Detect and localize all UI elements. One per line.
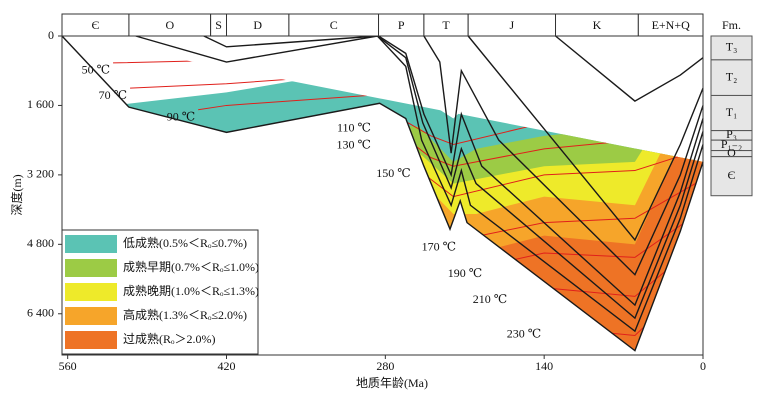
y-tick-label: 4 800 (27, 236, 54, 250)
period-label: P (398, 18, 405, 32)
isotherm-label: 190 ℃ (448, 266, 482, 280)
formation-label: P₃ (726, 127, 737, 141)
legend-swatch (65, 307, 117, 325)
isotherm-label: 210 ℃ (473, 292, 507, 306)
burial-line (378, 35, 704, 307)
formation-label: T₁ (726, 105, 738, 119)
formation-label: Є (728, 168, 736, 182)
y-tick-label: 1 600 (27, 97, 54, 111)
x-tick-label: 140 (535, 359, 553, 373)
period-label: S (215, 18, 222, 32)
formation-cell (710, 156, 753, 197)
x-tick-label: 0 (700, 359, 706, 373)
isotherm-label: 110 ℃ (337, 120, 371, 134)
y-tick-label: 0 (48, 28, 54, 42)
legend-swatch (65, 331, 117, 349)
burial-line (423, 35, 704, 276)
burial-line (203, 35, 704, 320)
x-tick-label: 280 (376, 359, 394, 373)
legend-swatch (65, 283, 117, 301)
formation-label: T₂ (726, 69, 738, 83)
isotherm-label: 50 ℃ (82, 63, 110, 77)
period-label: E+N+Q (652, 18, 691, 32)
legend-label: 高成熟(1.3%＜Rₒ≤2.0%) (123, 307, 247, 322)
period-label: Є (92, 18, 100, 32)
period-label: K (593, 18, 602, 32)
formation-label: T₃ (726, 40, 738, 54)
isotherm-label: 90 ℃ (167, 110, 195, 124)
isotherm-label: 230 ℃ (507, 327, 541, 341)
burial-line (467, 35, 704, 242)
isotherm-label: 170 ℃ (422, 240, 456, 254)
formation-cell (710, 59, 753, 96)
y-axis-title: 深度(m) (9, 174, 24, 215)
x-tick-label: 420 (218, 359, 236, 373)
period-label: O (165, 18, 174, 32)
legend-label: 低成熟(0.5%＜Rₒ≤0.7%) (123, 235, 247, 250)
period-cell (637, 13, 704, 37)
burial-line (135, 35, 704, 333)
y-tick-label: 3 200 (27, 167, 54, 181)
x-tick-label: 560 (59, 359, 77, 373)
period-label: J (509, 18, 514, 32)
period-label: T (442, 18, 450, 32)
burial-line (61, 35, 704, 352)
x-axis-title: 地质年龄(Ma) (356, 376, 428, 390)
isotherm-label: 150 ℃ (376, 166, 410, 180)
formation-label: O (727, 145, 736, 159)
isotherm-label: 130 ℃ (337, 138, 371, 152)
legend-swatch (65, 235, 117, 253)
formation-label: P₁₋₂ (721, 137, 742, 151)
formation-cell (710, 94, 753, 132)
formation-title: Fm. (722, 18, 741, 32)
period-label: C (330, 18, 338, 32)
period-label: D (253, 18, 262, 32)
burial-line (555, 35, 704, 102)
legend-label: 成熟晚期(1.0%＜Rₒ≤1.3%) (123, 283, 259, 298)
y-tick-label: 6 400 (27, 306, 54, 320)
legend-label: 过成熟(Rₒ＞2.0%) (123, 331, 215, 346)
isotherm (130, 61, 703, 89)
legend-label: 成熟早期(0.7%＜Rₒ≤1.0%) (123, 259, 259, 274)
legend-swatch (65, 259, 117, 277)
